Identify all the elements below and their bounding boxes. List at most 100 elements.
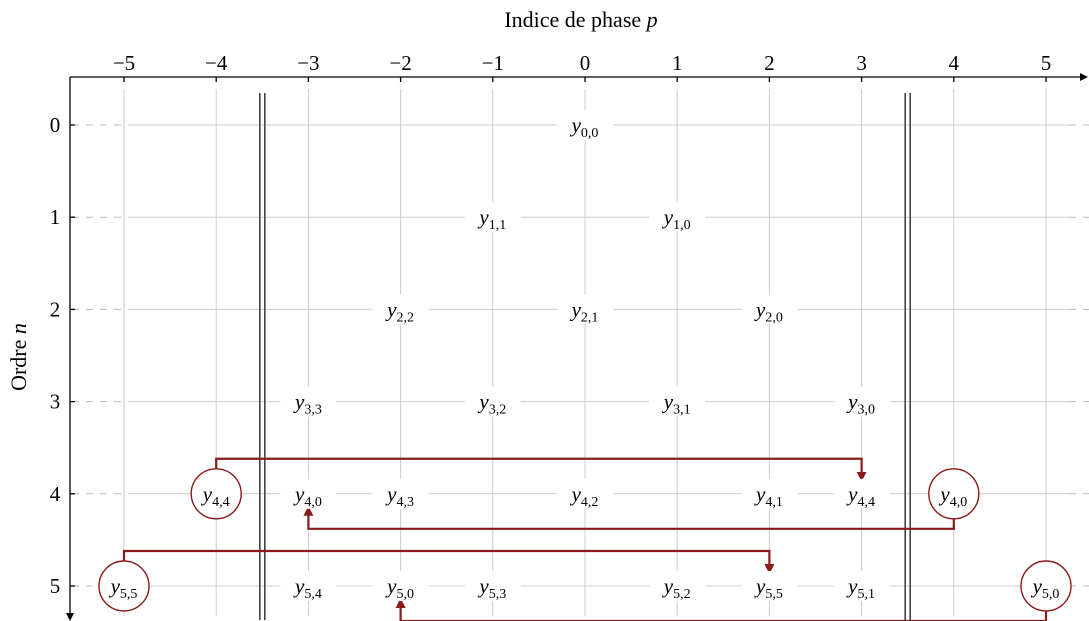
cells: y0,0 y1,1 y1,0 y2,2 y2,1 y2,0 y3,3 y3,2 y3,1 y3,0… (98, 110, 1072, 612)
cell-y-4-3: y4,3 (372, 478, 429, 510)
x-tick-label: −3 (297, 51, 319, 75)
cell-background (372, 571, 429, 601)
x-axis-title: Indice de phase p (504, 7, 657, 32)
cell-background (464, 202, 521, 233)
cell-label: y0,0 (570, 113, 599, 141)
cell-background (280, 386, 337, 417)
cell-label: y5,5 (754, 574, 783, 602)
cell-label: y4,4 (201, 482, 230, 510)
x-axis-title-var: p (645, 7, 658, 32)
cell-label: y3,3 (293, 390, 322, 418)
cell-label: y1,1 (477, 205, 506, 233)
highlight-circle (1020, 560, 1072, 612)
cell-background (557, 478, 613, 509)
y-tick-label: 2 (50, 297, 61, 321)
y-tick-label: 3 (50, 390, 61, 414)
cell-y-3-0: y3,0 (833, 386, 890, 418)
y-tick-label: 5 (50, 574, 61, 598)
x-tick-label: 3 (856, 51, 867, 75)
cell-y-5-4: y5,4 (280, 571, 337, 602)
y-tick-label: 4 (50, 482, 61, 506)
cell-y-4-4: y4,4 (190, 468, 242, 520)
cell-y-5-3: y5,3 (464, 571, 521, 602)
y-axis-title-var: n (6, 323, 31, 334)
cell-y-5-1: y5,1 (833, 571, 890, 602)
cell-label: y5,1 (846, 574, 875, 602)
wrap-arrow (303, 505, 955, 530)
x-tick-label: 2 (764, 51, 775, 75)
cell-label: y2,0 (754, 297, 783, 325)
cell-background (741, 571, 798, 601)
x-tick-label: −4 (205, 51, 228, 75)
cell-y-5-5: y5,5 (741, 571, 798, 602)
cell-background (741, 478, 798, 509)
cell-background (464, 571, 521, 601)
cell-y-3-3: y3,3 (280, 386, 337, 418)
cell-background (280, 478, 337, 509)
cell-y-5-5: y5,5 (98, 560, 150, 612)
cell-background (372, 478, 429, 509)
cell-y-2-2: y2,2 (372, 294, 429, 325)
x-tick-label: −2 (389, 51, 411, 75)
cell-label: y1,0 (662, 205, 691, 233)
wrap-arrows (122, 457, 1048, 621)
wrap-arrow (215, 457, 867, 482)
cell-y-5-2: y5,2 (649, 571, 706, 602)
highlight-circle (928, 468, 980, 520)
x-tick-label: −1 (482, 51, 504, 75)
cell-label: y2,2 (385, 297, 414, 325)
cell-background (557, 110, 613, 140)
y-tick-label: 0 (50, 113, 61, 137)
highlight-circle (98, 560, 150, 612)
cell-label: y5,0 (385, 574, 414, 602)
cell-label: y4,2 (570, 482, 599, 510)
wrap-arrow (122, 549, 775, 574)
cell-label: y5,3 (477, 574, 506, 602)
cell-y-5-0: y5,0 (372, 571, 429, 602)
y-tick-label: 1 (50, 205, 61, 229)
cell-background (649, 386, 706, 417)
cell-label: y4,3 (385, 482, 414, 510)
cell-background (741, 294, 798, 325)
cell-label: y4,1 (754, 482, 783, 510)
cell-background (280, 571, 337, 601)
cell-y-2-1: y2,1 (557, 294, 613, 325)
y-axis-title-text: Ordre (6, 334, 31, 391)
cell-y-5-0: y5,0 (1020, 560, 1072, 612)
cell-background (833, 386, 890, 417)
x-tick-label: 5 (1041, 51, 1052, 75)
cell-y-1-1: y1,1 (464, 202, 521, 233)
cell-label: y5,4 (293, 574, 322, 602)
x-tick-label: −5 (113, 51, 135, 75)
cell-background (649, 571, 706, 601)
cell-label: y3,1 (662, 390, 691, 418)
cell-y-0-0: y0,0 (557, 110, 613, 141)
y-axis-title: Ordre n (6, 323, 31, 391)
cell-background (833, 571, 890, 601)
cell-y-4-2: y4,2 (557, 478, 613, 510)
cell-y-4-4: y4,4 (833, 478, 890, 510)
axes: −5 −4 −3 −2 −1 0 1 2 3 4 5 0 1 2 3 4 5 (50, 51, 1088, 621)
cell-y-4-0: y4,0 (280, 478, 337, 510)
cell-label: y4,0 (938, 482, 967, 510)
cell-y-4-0: y4,0 (928, 468, 980, 520)
cell-y-3-1: y3,1 (649, 386, 706, 418)
cell-background (557, 294, 613, 325)
cell-background (464, 386, 521, 417)
cell-label: y5,2 (662, 574, 691, 602)
cell-background (833, 478, 890, 509)
highlight-circle (190, 468, 242, 520)
period-borders (258, 93, 912, 620)
cell-label: y3,0 (846, 390, 875, 418)
cell-background (649, 202, 706, 233)
cell-background (372, 294, 429, 325)
grid (72, 89, 1089, 616)
x-axis-title-text: Indice de phase (504, 7, 646, 32)
cell-label: y5,0 (1031, 574, 1060, 602)
cell-label: y4,0 (293, 482, 322, 510)
x-tick-label: 1 (672, 51, 683, 75)
cell-y-3-2: y3,2 (464, 386, 521, 418)
cell-label: y4,4 (846, 482, 875, 510)
cell-y-2-0: y2,0 (741, 294, 798, 325)
